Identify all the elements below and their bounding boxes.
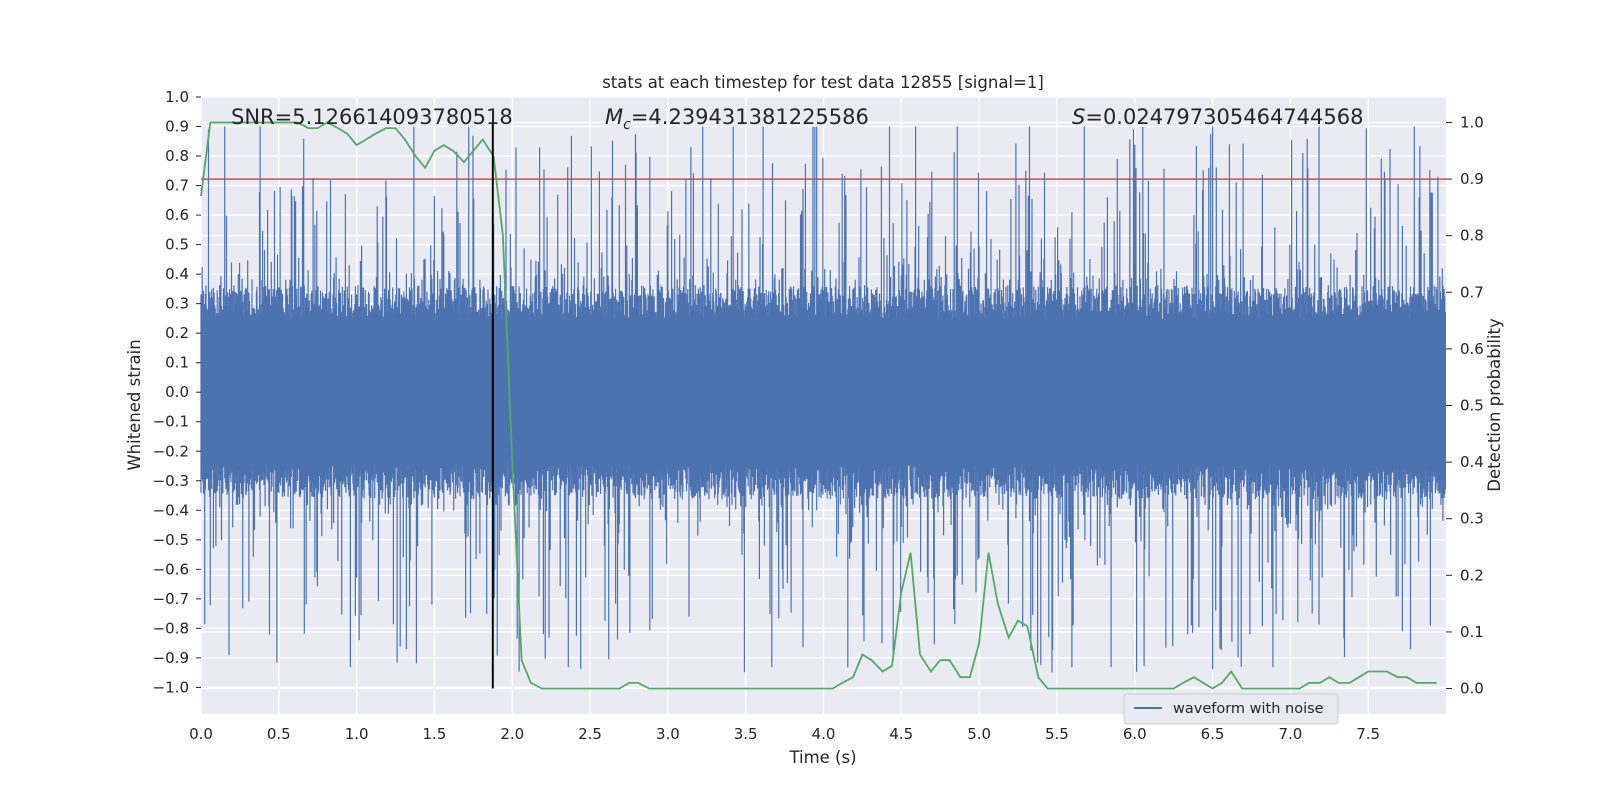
y2-tick-9: 0.1 <box>1460 623 1484 641</box>
waveform-series <box>200 126 1446 673</box>
chirp-mass-annotation: Mc=4.239431381225586 <box>605 105 869 133</box>
y2-axis-label: Detection probability <box>1485 318 1504 492</box>
y2-tick-labels: 1.0 0.9 0.8 0.7 0.6 0.5 0.4 0.3 0.2 0.1 0.0 <box>1446 113 1484 698</box>
y2-tick-10: 0.0 <box>1460 680 1484 698</box>
y-tick-4: 0.6 <box>165 206 189 224</box>
legend: waveform with noise <box>1123 693 1339 725</box>
x-tick-0: 0.0 <box>189 725 213 743</box>
y-tick-15: −0.5 <box>153 531 189 549</box>
y2-tick-8: 0.2 <box>1460 566 1484 584</box>
snr-annotation: SNR=5.126614093780518 <box>231 105 513 129</box>
x-tick-9: 4.5 <box>889 725 913 743</box>
y-tick-2: 0.8 <box>165 147 189 165</box>
y2-tick-4: 0.6 <box>1460 340 1484 358</box>
legend-box <box>1123 693 1339 725</box>
y-tick-7: 0.3 <box>165 295 189 313</box>
y-tick-20: −1.0 <box>153 678 189 696</box>
x-tick-15: 7.5 <box>1356 725 1380 743</box>
y-tick-17: −0.7 <box>153 590 189 608</box>
y-axis-label: Whitened strain <box>125 339 144 470</box>
x-tick-10: 5.0 <box>967 725 991 743</box>
x-tick-1: 0.5 <box>267 725 291 743</box>
y2-tick-2: 0.8 <box>1460 227 1484 245</box>
y-tick-labels: 1.0 0.9 0.8 0.7 0.6 0.5 0.4 0.3 0.2 0.1 0.0 −0.1 −0.… <box>153 88 201 696</box>
x-tick-4: 2.0 <box>500 725 524 743</box>
x-axis-label: Time (s) <box>788 748 856 767</box>
y-tick-8: 0.2 <box>165 324 189 342</box>
y-tick-9: 0.1 <box>165 354 189 372</box>
y-tick-16: −0.6 <box>153 560 189 578</box>
x-tick-12: 6.0 <box>1123 725 1147 743</box>
y-tick-1: 0.9 <box>165 118 189 136</box>
x-tick-8: 4.0 <box>812 725 836 743</box>
legend-label: waveform with noise <box>1173 701 1324 717</box>
y-tick-13: −0.3 <box>153 472 189 490</box>
x-tick-5: 2.5 <box>578 725 602 743</box>
chart-title: stats at each timestep for test data 128… <box>602 73 1044 92</box>
y2-tick-0: 1.0 <box>1460 113 1484 131</box>
y-tick-11: −0.1 <box>153 413 189 431</box>
x-tick-3: 1.5 <box>423 725 447 743</box>
x-tick-7: 3.5 <box>734 725 758 743</box>
y-tick-5: 0.5 <box>165 236 189 254</box>
y2-tick-1: 0.9 <box>1460 170 1484 188</box>
y2-tick-7: 0.3 <box>1460 510 1484 528</box>
y-tick-12: −0.2 <box>153 442 189 460</box>
y-tick-10: 0.0 <box>165 383 189 401</box>
y2-tick-6: 0.4 <box>1460 453 1484 471</box>
x-tick-2: 1.0 <box>345 725 369 743</box>
y-tick-14: −0.4 <box>153 501 189 519</box>
y-tick-18: −0.8 <box>153 619 189 637</box>
x-tick-6: 3.0 <box>656 725 680 743</box>
s-annotation: S=0.024797305464744568 <box>1072 105 1363 129</box>
x-tick-labels: 0.0 0.5 1.0 1.5 2.0 2.5 3.0 3.5 4.0 4.5 5.0 5.5 6.0 6… <box>189 725 1380 743</box>
x-tick-13: 6.5 <box>1201 725 1225 743</box>
y-tick-3: 0.7 <box>165 177 189 195</box>
y2-tick-3: 0.7 <box>1460 283 1484 301</box>
x-tick-14: 7.0 <box>1278 725 1302 743</box>
x-tick-11: 5.5 <box>1045 725 1069 743</box>
y-tick-0: 1.0 <box>165 88 189 106</box>
y-tick-19: −0.9 <box>153 649 189 667</box>
y2-tick-5: 0.5 <box>1460 397 1484 415</box>
y-tick-6: 0.4 <box>165 265 189 283</box>
probability-series <box>200 121 1437 690</box>
waveform-core <box>201 319 1446 466</box>
